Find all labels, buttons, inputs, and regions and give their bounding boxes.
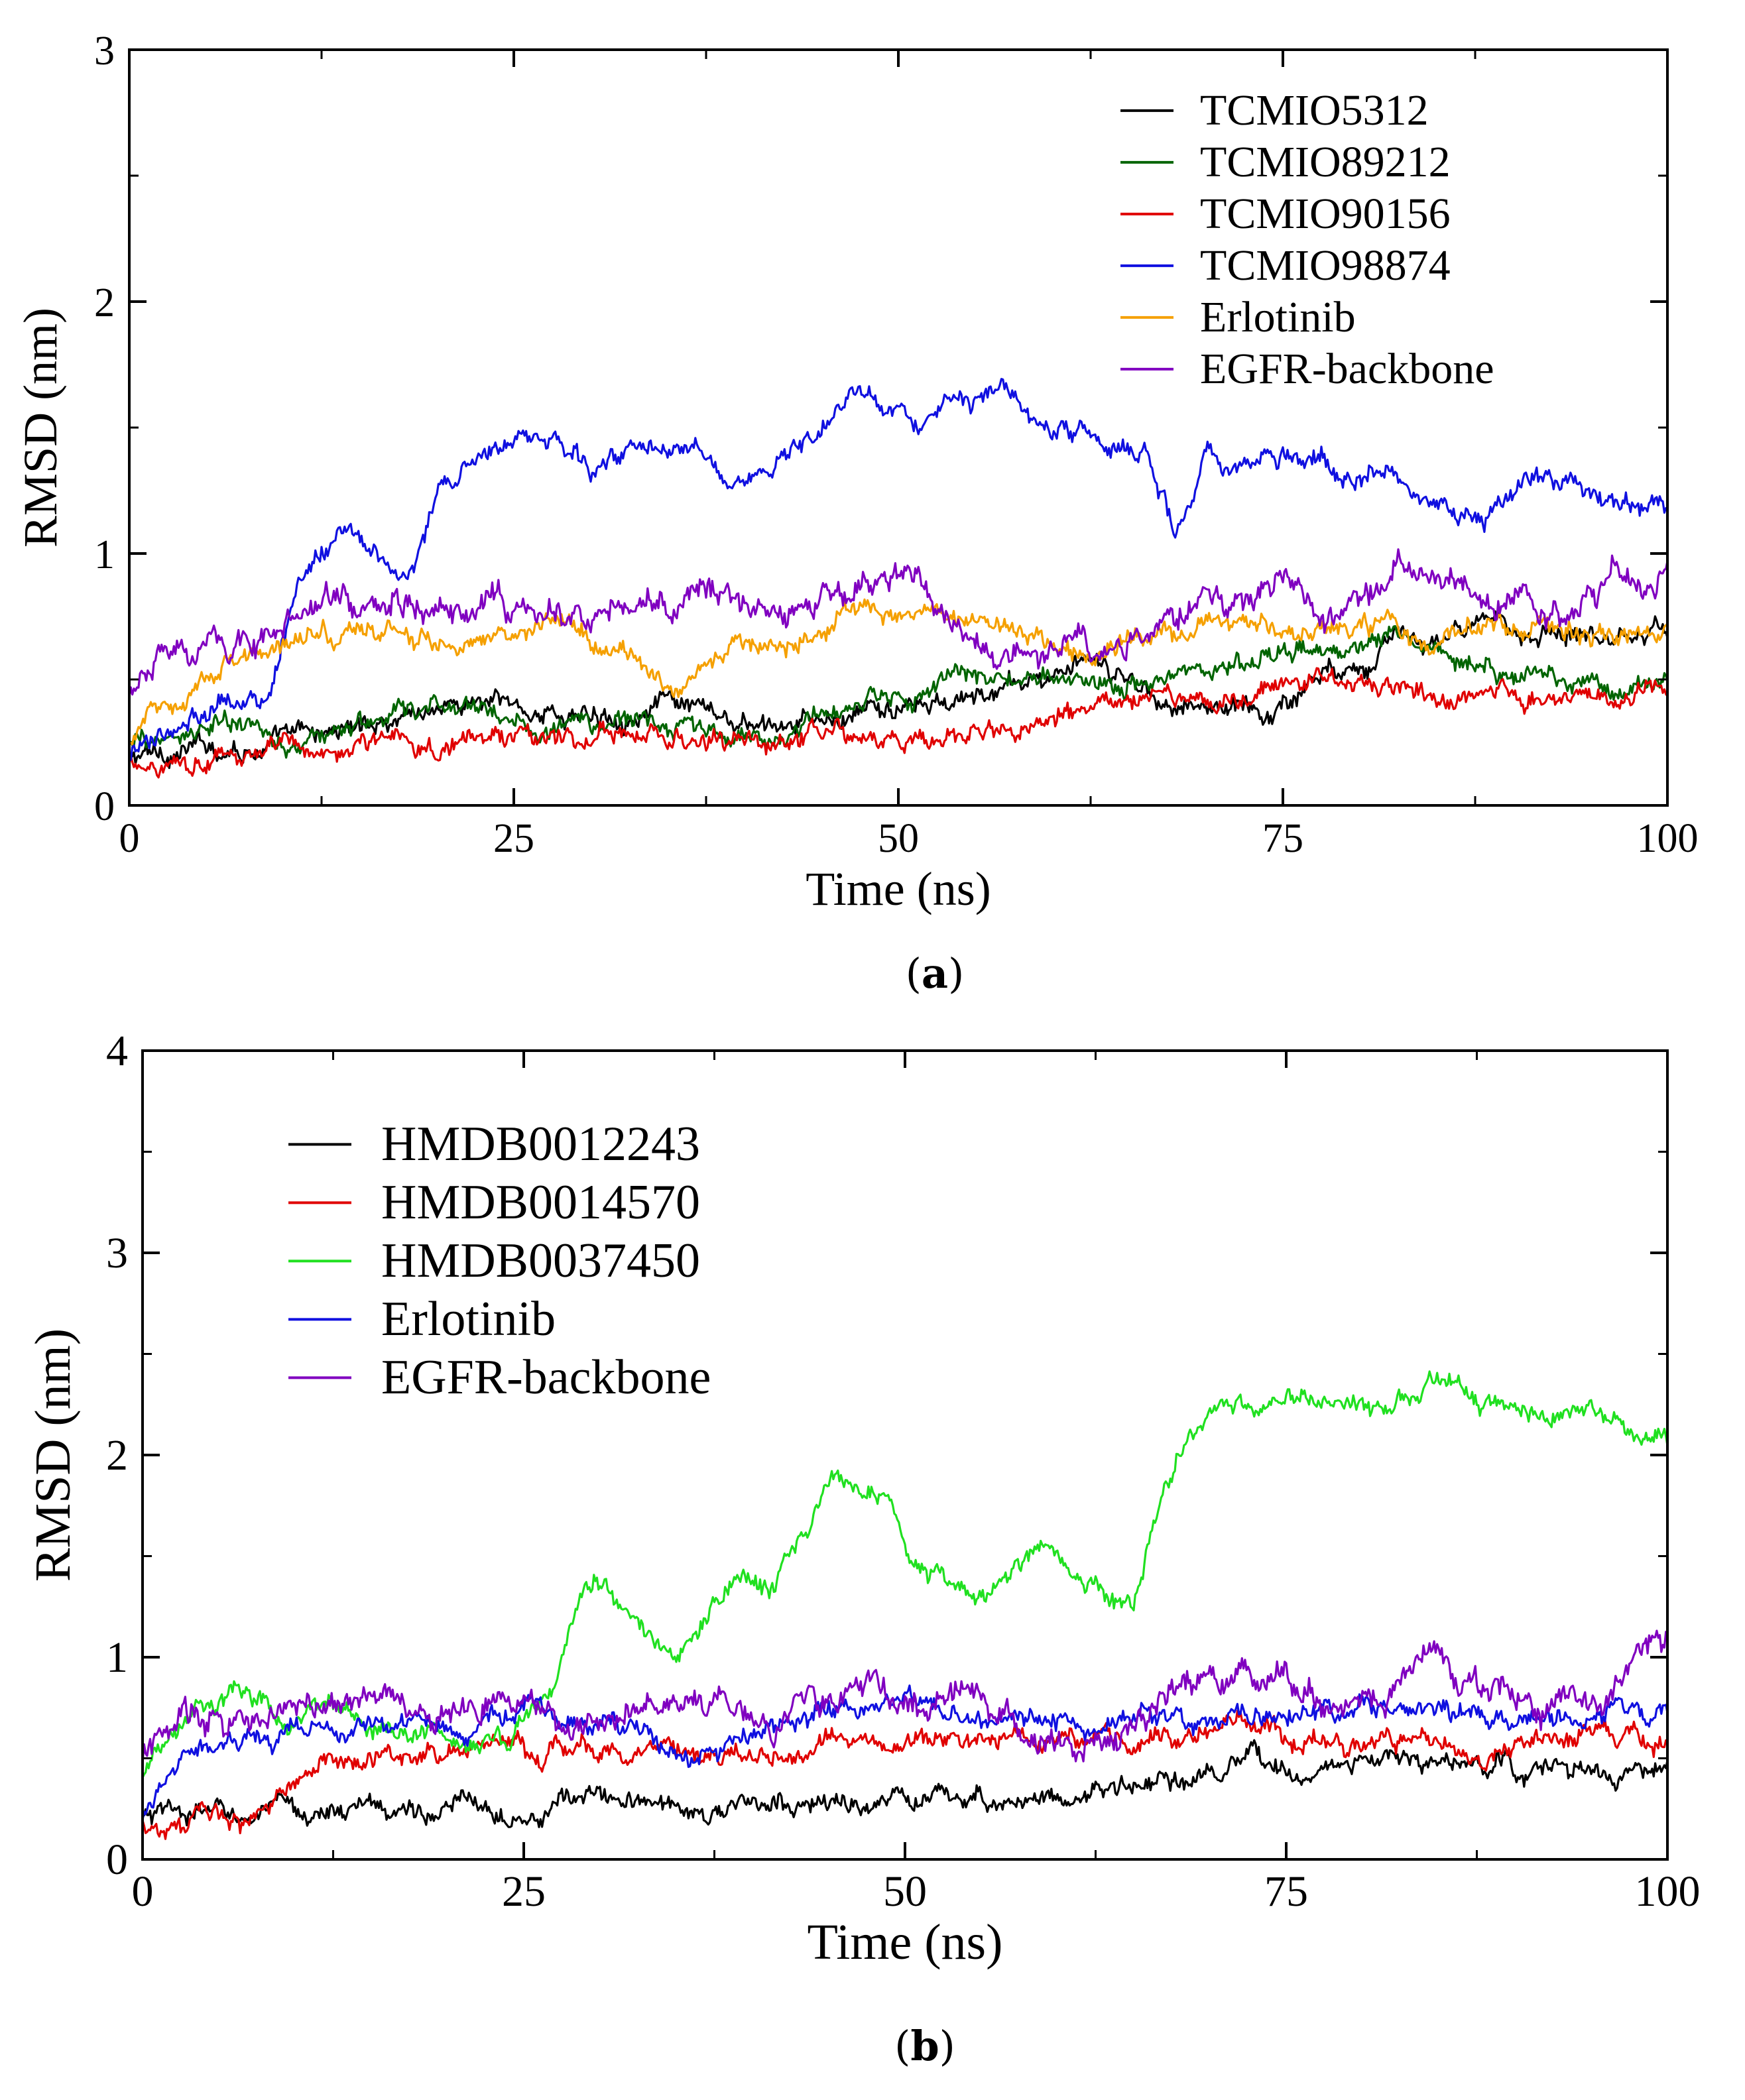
legend-label-erlotinib: Erlotinib: [381, 1292, 556, 1346]
legend-label-tcmio89212: TCMIO89212: [1200, 138, 1451, 186]
panel-b-chart: 0 25 50 75 100 0 1 2 3 4 Time (ns) RMSD (nm) HMDB001…: [25, 1027, 1701, 2070]
series-line-egfr-backbone: [143, 1629, 1667, 1763]
series-group: [129, 378, 1667, 779]
series-line-hmdb0012243: [143, 1739, 1667, 1828]
y-tick-label: 1: [94, 532, 115, 577]
series-line-erlotinib: [129, 597, 1667, 746]
x-axis-title: Time (ns): [806, 862, 991, 915]
y-tick-label: 1: [106, 1633, 128, 1682]
series-line-tcmio90156: [129, 667, 1667, 779]
legend: TCMIO5312TCMIO89212TCMIO90156TCMIO98874E…: [1120, 86, 1494, 393]
legend-label-egfr-backbone: EGFR-backbone: [1200, 345, 1494, 393]
legend-label-tcmio90156: TCMIO90156: [1200, 190, 1451, 238]
x-axis-title: Time (ns): [808, 1914, 1003, 1970]
x-tick-label: 50: [878, 816, 919, 861]
y-tick-label: 0: [94, 784, 115, 829]
x-tick-label: 0: [132, 1867, 154, 1916]
x-tick-label: 25: [493, 816, 534, 861]
series-line-erlotinib: [143, 1684, 1667, 1821]
x-tick-label: 50: [883, 1867, 927, 1916]
y-tick-label: 4: [106, 1027, 128, 1075]
legend-label-egfr-backbone: EGFR-backbone: [381, 1350, 711, 1405]
x-tick-label: 75: [1262, 816, 1303, 861]
y-axis-title: RMSD (nm): [14, 308, 67, 548]
x-tick-label: 100: [1637, 816, 1699, 861]
legend-label-tcmio98874: TCMIO98874: [1200, 241, 1451, 290]
series-group: [143, 1370, 1667, 1840]
legend: HMDB0012243HMDB0014570HMDB0037450Erlotin…: [288, 1117, 711, 1405]
plot-frame: [141, 1049, 1669, 1861]
panel-caption: (a): [906, 949, 965, 998]
legend-label-tcmio5312: TCMIO5312: [1200, 86, 1429, 135]
x-tick-label: 75: [1264, 1867, 1308, 1916]
y-tick-label: 0: [106, 1836, 128, 1884]
x-tick-label: 100: [1635, 1867, 1701, 1916]
series-line-hmdb0037450: [143, 1370, 1667, 1779]
y-tick-label: 2: [106, 1431, 128, 1480]
x-tick-label: 0: [119, 816, 140, 861]
panel-caption: (b): [894, 2022, 955, 2070]
legend-label-hmdb0014570: HMDB0014570: [381, 1175, 700, 1230]
series-line-hmdb0014570: [143, 1710, 1667, 1840]
x-tick-label: 25: [502, 1867, 546, 1916]
legend-label-erlotinib: Erlotinib: [1200, 293, 1356, 341]
legend-label-hmdb0012243: HMDB0012243: [381, 1117, 700, 1171]
y-axis-title: RMSD (nm): [25, 1328, 81, 1582]
legend-label-hmdb0037450: HMDB0037450: [381, 1234, 700, 1288]
series-line-egfr-backbone: [129, 548, 1667, 697]
panel-a-chart: 0 25 50 75 100 0 1 2 3 Time (ns) RMSD (nm) TCMIO531…: [14, 29, 1699, 998]
y-tick-label: 3: [106, 1229, 128, 1277]
y-tick-label: 3: [94, 29, 115, 74]
series-line-tcmio98874: [129, 378, 1667, 762]
y-tick-label: 2: [94, 280, 115, 325]
